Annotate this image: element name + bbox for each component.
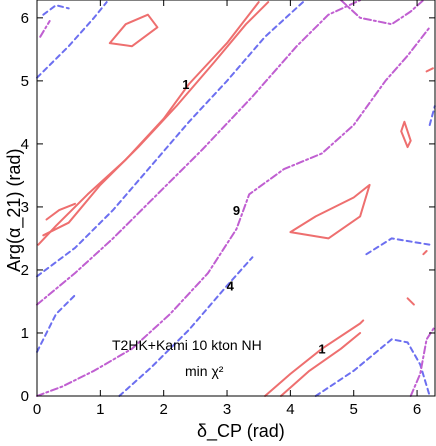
contour-line-level-4-4 xyxy=(314,338,431,397)
x-tick-label-5: 5 xyxy=(350,401,358,418)
y-tick-label-1: 1 xyxy=(21,325,29,342)
x-tick-label-6: 6 xyxy=(413,401,421,418)
contour-line-level-4-1 xyxy=(36,1,304,278)
contour-line-level-1-3 xyxy=(289,183,371,240)
contour-line-level-1-2 xyxy=(45,202,76,221)
contour-line-level-1-4 xyxy=(264,319,365,397)
contour-line-level-1-7 xyxy=(400,120,412,149)
y-tick-label-5: 5 xyxy=(21,73,29,90)
contour-line-level-1-8 xyxy=(406,297,415,306)
x-tick-label-3: 3 xyxy=(223,401,231,418)
x-tick-label-4: 4 xyxy=(286,401,294,418)
contour-label-1: 9 xyxy=(233,203,240,218)
contour-label-3: 1 xyxy=(318,342,325,357)
plot-area xyxy=(36,0,436,397)
contour-line-level-9-4 xyxy=(39,20,51,38)
contour-label-0: 1 xyxy=(182,77,189,92)
contour-label-2: 4 xyxy=(227,279,235,294)
y-tick-label-2: 2 xyxy=(21,262,29,279)
contour-line-level-9-3 xyxy=(409,325,436,397)
y-tick-label-0: 0 xyxy=(21,388,29,405)
contour-line-level-1-9 xyxy=(422,250,428,256)
y-tick-label-3: 3 xyxy=(21,199,29,216)
y-axis-title: Arg(α_21) (rad) xyxy=(4,149,25,272)
x-tick-label-1: 1 xyxy=(96,401,104,418)
contour-line-level-4-6 xyxy=(42,4,70,16)
contour-line-level-4-7 xyxy=(428,105,436,126)
tick-labels: 0 1 2 3 4 5 6 0 1 2 3 4 5 6 xyxy=(21,10,422,418)
x-tick-label-2: 2 xyxy=(160,401,168,418)
annotation-line-2: min χ² xyxy=(185,363,224,379)
contour-line-level-9-1 xyxy=(36,26,431,397)
x-tick-label-0: 0 xyxy=(33,401,41,418)
contour-line-level-4-0 xyxy=(36,1,108,79)
contour-line-level-1-0 xyxy=(37,1,260,246)
contour-line-level-1-10 xyxy=(425,67,434,73)
contour-line-level-1-5 xyxy=(279,332,362,397)
plot-frame xyxy=(36,0,436,397)
contour-line-level-9-2 xyxy=(340,0,425,26)
contour-line-level-1-6 xyxy=(108,13,159,48)
contour-line-level-9-0 xyxy=(36,0,362,306)
y-tick-label-4: 4 xyxy=(21,136,29,153)
x-axis-title: δ_CP (rad) xyxy=(197,421,285,442)
contour-line-level-4-3 xyxy=(118,256,254,397)
axis-ticks xyxy=(36,0,435,397)
contour-line-level-4-2 xyxy=(36,294,76,353)
contour-line-level-4-5 xyxy=(365,237,431,256)
annotation-line-1: T2HK+Kami 10 kton NH xyxy=(112,337,262,353)
contour-line-level-1-1 xyxy=(42,1,270,237)
y-tick-label-6: 6 xyxy=(21,10,29,27)
